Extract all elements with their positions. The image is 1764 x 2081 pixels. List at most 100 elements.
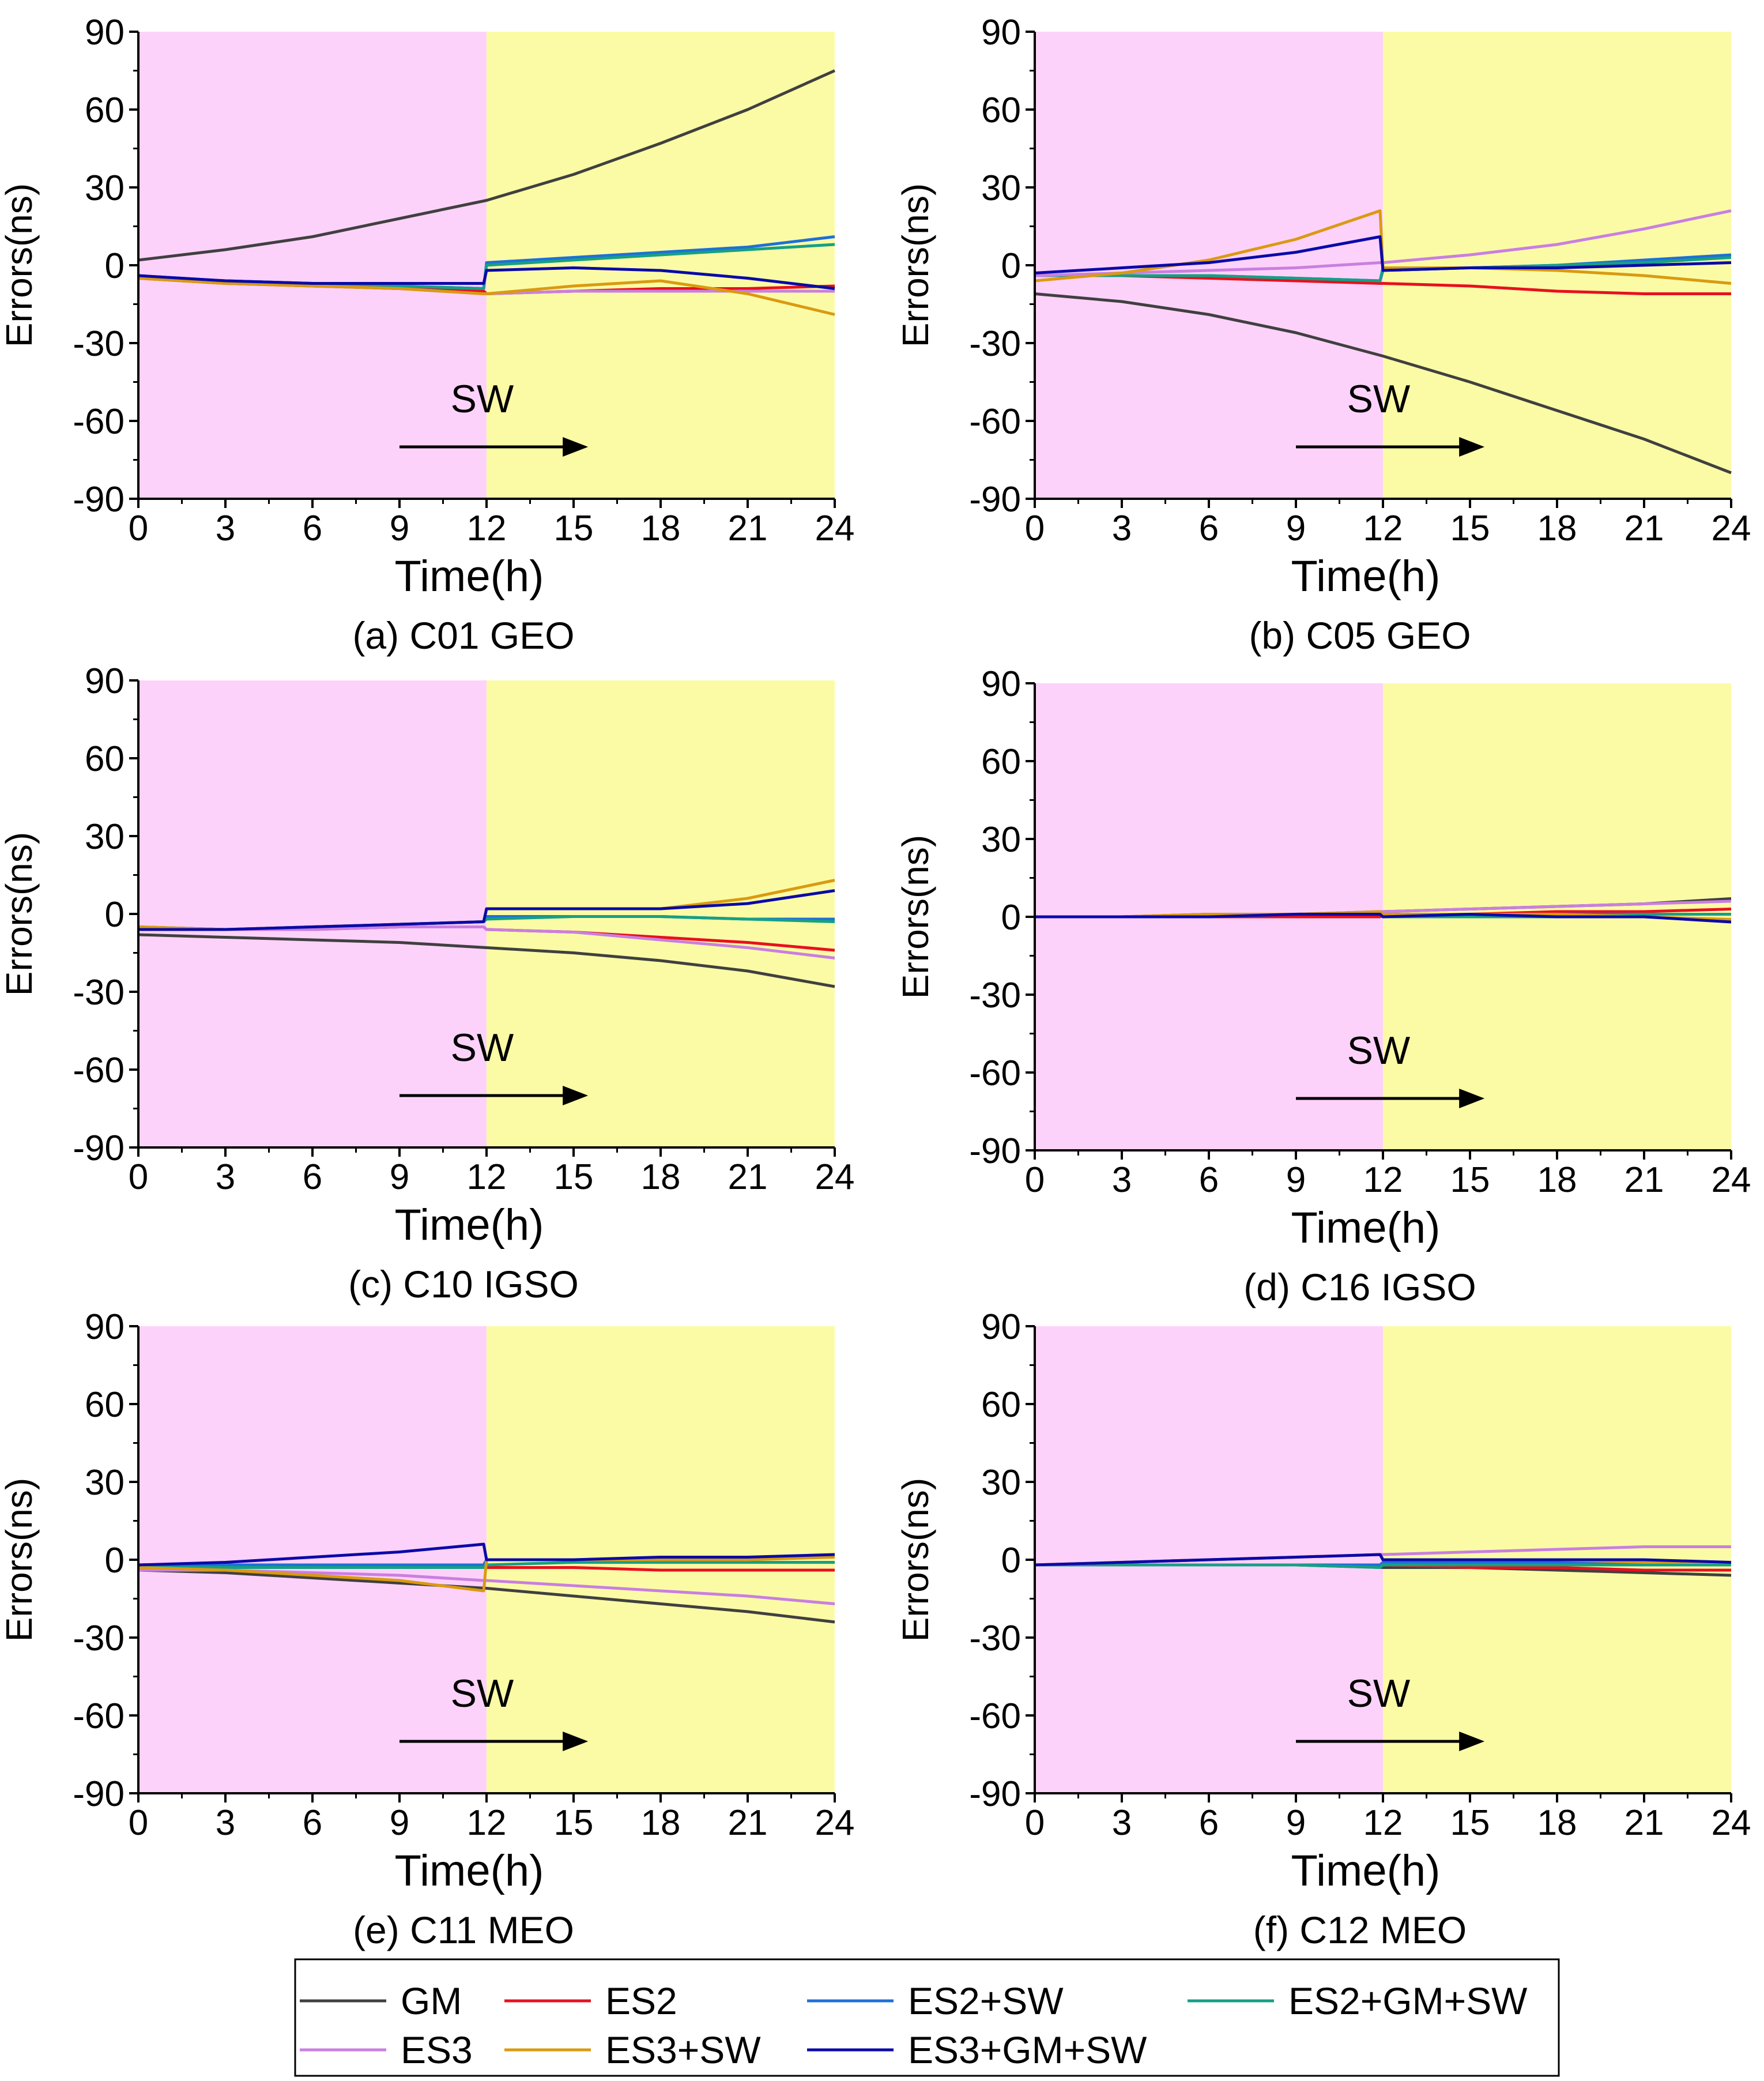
x-axis-title: Time(h)	[395, 1201, 544, 1250]
x-axis-title: Time(h)	[1291, 552, 1441, 601]
region-before-sw	[138, 1326, 487, 1793]
y-tick-label: -60	[969, 1053, 1021, 1093]
series-line-es3-plus-sw	[138, 1556, 835, 1593]
x-axis-title: Time(h)	[395, 552, 544, 601]
legend-label: ES2+GM+SW	[1288, 1980, 1528, 2022]
y-tick-label: 30	[981, 168, 1021, 208]
x-tick-label: 18	[641, 1157, 681, 1197]
x-tick-label: 24	[1712, 1160, 1751, 1200]
series-line-es3-plus-sw	[138, 277, 835, 316]
y-tick-label: 0	[105, 246, 125, 286]
x-tick-label: 9	[390, 509, 409, 548]
x-tick-label: 24	[1712, 1803, 1751, 1843]
x-tick-label: 6	[1199, 509, 1219, 548]
x-tick-label: 21	[1624, 1160, 1664, 1200]
region-before-sw	[138, 32, 487, 499]
panel-caption: (a) C01 GEO	[352, 614, 574, 657]
y-axis-title: Errors(ns)	[895, 183, 936, 347]
series-line-gm	[138, 933, 835, 988]
y-tick-label: 90	[85, 661, 125, 701]
x-tick-label: 12	[1363, 1160, 1403, 1200]
y-tick-label: -30	[73, 973, 125, 1013]
y-tick-label: -30	[73, 324, 125, 364]
x-tick-label: 15	[554, 509, 594, 548]
y-tick-label: -90	[73, 480, 125, 520]
series-line-es2-plus-gm-plus-sw	[1035, 1563, 1731, 1569]
y-tick-label: 0	[1001, 246, 1021, 286]
y-tick-label: 90	[85, 13, 125, 52]
x-tick-label: 15	[554, 1157, 594, 1197]
y-tick-label: 60	[85, 1385, 125, 1425]
x-tick-label: 21	[1624, 509, 1664, 548]
y-tick-label: 0	[105, 895, 125, 935]
x-tick-label: 12	[467, 1803, 507, 1843]
x-tick-label: 18	[641, 509, 681, 548]
x-tick-label: 0	[129, 1157, 148, 1197]
y-tick-label: 60	[85, 739, 125, 779]
x-tick-label: 3	[1112, 509, 1132, 548]
x-tick-label: 9	[1286, 1803, 1306, 1843]
x-axis-title: Time(h)	[1291, 1203, 1441, 1252]
x-tick-label: 12	[467, 509, 507, 548]
x-tick-label: 18	[1537, 509, 1577, 548]
series-line-gm	[138, 69, 836, 262]
x-tick-label: 12	[467, 1157, 507, 1197]
x-tick-label: 3	[1112, 1803, 1132, 1843]
y-axis-title: Errors(ns)	[0, 1478, 40, 1642]
series-line-es2-plus-gm-plus-sw	[1035, 256, 1732, 283]
legend-item-es2-plus-sw: ES2+SW	[807, 1980, 1064, 2022]
x-tick-label: 0	[129, 509, 148, 548]
x-tick-label: 9	[1286, 1160, 1306, 1200]
x-tick-label: 3	[1112, 1160, 1132, 1200]
x-tick-label: 21	[728, 1157, 768, 1197]
legend-label: GM	[401, 1980, 462, 2022]
y-tick-label: -30	[969, 324, 1021, 364]
x-tick-label: 24	[1712, 509, 1751, 548]
region-sw	[487, 680, 835, 1147]
legend-item-es3-plus-gm-plus-sw: ES3+GM+SW	[807, 2029, 1147, 2071]
panel-caption: (c) C10 IGSO	[348, 1263, 579, 1305]
legend: GM ES2 ES2+SW ES2+GM+SW ES3 ES3+SW ES3+GM+SW	[294, 1958, 1560, 2077]
x-tick-label: 0	[129, 1803, 148, 1843]
legend-label: ES2+SW	[908, 1980, 1064, 2022]
y-tick-label: -90	[969, 1131, 1021, 1171]
series-line-gm	[138, 1568, 835, 1624]
x-tick-label: 24	[815, 509, 855, 548]
x-tick-label: 15	[1450, 1803, 1490, 1843]
x-tick-label: 6	[303, 1803, 322, 1843]
x-axis-title: Time(h)	[395, 1846, 544, 1895]
legend-item-es3: ES3	[300, 2029, 473, 2071]
y-tick-label: 0	[1001, 1541, 1021, 1580]
panel-caption: (d) C16 IGSO	[1243, 1266, 1476, 1308]
x-tick-label: 24	[815, 1803, 855, 1843]
legend-item-es2-plus-gm-plus-sw: ES2+GM+SW	[1188, 1980, 1528, 2022]
y-tick-label: 60	[981, 742, 1021, 782]
y-tick-label: 90	[981, 13, 1021, 52]
sw-annotation-label: SW	[1347, 1029, 1411, 1073]
y-tick-label: 0	[1001, 898, 1021, 938]
legend-item-es2: ES2	[504, 1980, 677, 2022]
sw-annotation-label: SW	[451, 1672, 514, 1715]
legend-label: ES2	[605, 1980, 677, 2022]
x-tick-label: 12	[1363, 509, 1403, 548]
legend-item-gm: GM	[300, 1980, 462, 2022]
panel-caption: (e) C11 MEO	[353, 1909, 574, 1951]
x-tick-label: 6	[303, 509, 322, 548]
x-tick-label: 15	[554, 1803, 594, 1843]
panel-caption: (b) C05 GEO	[1249, 614, 1471, 657]
x-tick-label: 9	[1286, 509, 1306, 548]
panel-caption: (f) C12 MEO	[1253, 1909, 1467, 1951]
legend-label: ES3	[401, 2029, 473, 2071]
x-tick-label: 3	[216, 1803, 235, 1843]
y-axis-title: Errors(ns)	[895, 835, 936, 999]
y-tick-label: 90	[981, 664, 1021, 704]
y-tick-label: -60	[73, 1051, 125, 1090]
y-tick-label: 30	[85, 168, 125, 208]
x-tick-label: 9	[390, 1157, 409, 1197]
y-tick-label: 30	[85, 1463, 125, 1503]
y-tick-label: -60	[969, 1696, 1021, 1736]
x-tick-label: 6	[303, 1157, 322, 1197]
x-tick-label: 0	[1025, 1803, 1045, 1843]
